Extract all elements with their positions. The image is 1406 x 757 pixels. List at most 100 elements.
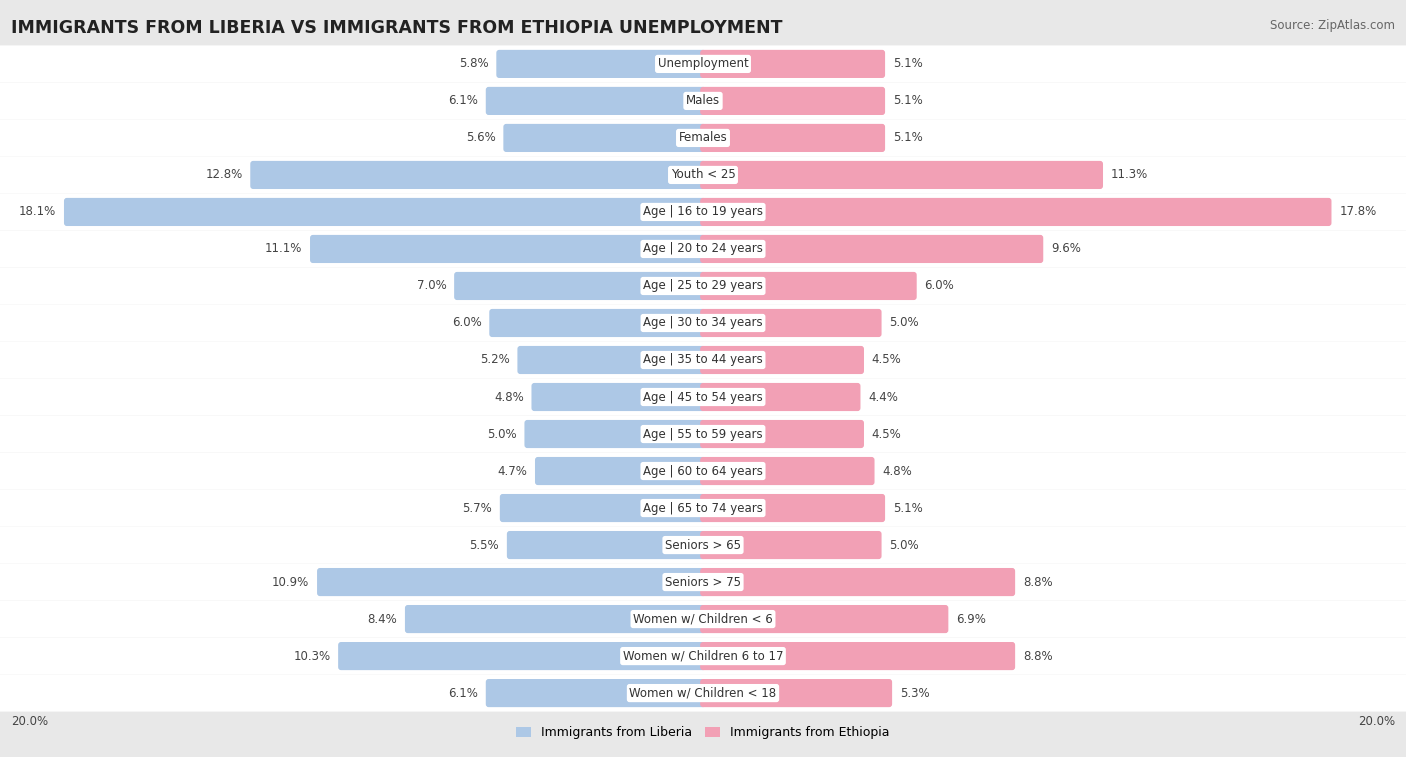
Text: 4.8%: 4.8% — [494, 391, 524, 403]
Text: Females: Females — [679, 132, 727, 145]
FancyBboxPatch shape — [311, 235, 706, 263]
FancyBboxPatch shape — [0, 230, 1406, 267]
FancyBboxPatch shape — [700, 679, 893, 707]
Text: Women w/ Children 6 to 17: Women w/ Children 6 to 17 — [623, 650, 783, 662]
Text: 5.1%: 5.1% — [893, 95, 922, 107]
Legend: Immigrants from Liberia, Immigrants from Ethiopia: Immigrants from Liberia, Immigrants from… — [516, 727, 890, 740]
FancyBboxPatch shape — [534, 457, 706, 485]
FancyBboxPatch shape — [700, 494, 886, 522]
FancyBboxPatch shape — [0, 120, 1406, 157]
FancyBboxPatch shape — [489, 309, 706, 337]
Text: 5.0%: 5.0% — [889, 538, 920, 552]
Text: 4.5%: 4.5% — [872, 354, 901, 366]
Text: 10.3%: 10.3% — [294, 650, 330, 662]
FancyBboxPatch shape — [496, 50, 706, 78]
FancyBboxPatch shape — [486, 679, 706, 707]
Text: 5.1%: 5.1% — [893, 58, 922, 70]
FancyBboxPatch shape — [337, 642, 706, 670]
FancyBboxPatch shape — [700, 420, 863, 448]
Text: 18.1%: 18.1% — [20, 205, 56, 219]
FancyBboxPatch shape — [700, 605, 948, 633]
Text: 5.6%: 5.6% — [465, 132, 496, 145]
FancyBboxPatch shape — [0, 453, 1406, 490]
Text: 11.3%: 11.3% — [1111, 169, 1147, 182]
FancyBboxPatch shape — [0, 527, 1406, 563]
Text: 8.8%: 8.8% — [1024, 650, 1053, 662]
FancyBboxPatch shape — [0, 674, 1406, 712]
Text: 4.7%: 4.7% — [498, 465, 527, 478]
FancyBboxPatch shape — [531, 383, 706, 411]
Text: 5.0%: 5.0% — [889, 316, 920, 329]
Text: 20.0%: 20.0% — [1358, 715, 1395, 728]
FancyBboxPatch shape — [454, 272, 706, 300]
FancyBboxPatch shape — [700, 124, 886, 152]
Text: Age | 16 to 19 years: Age | 16 to 19 years — [643, 205, 763, 219]
Text: Age | 30 to 34 years: Age | 30 to 34 years — [643, 316, 763, 329]
FancyBboxPatch shape — [0, 194, 1406, 230]
FancyBboxPatch shape — [517, 346, 706, 374]
Text: 6.0%: 6.0% — [451, 316, 481, 329]
Text: Age | 65 to 74 years: Age | 65 to 74 years — [643, 502, 763, 515]
FancyBboxPatch shape — [0, 416, 1406, 453]
Text: Seniors > 75: Seniors > 75 — [665, 575, 741, 588]
Text: Unemployment: Unemployment — [658, 58, 748, 70]
FancyBboxPatch shape — [508, 531, 706, 559]
FancyBboxPatch shape — [700, 346, 863, 374]
FancyBboxPatch shape — [0, 83, 1406, 120]
Text: Youth < 25: Youth < 25 — [671, 169, 735, 182]
Text: 5.0%: 5.0% — [486, 428, 517, 441]
FancyBboxPatch shape — [700, 457, 875, 485]
FancyBboxPatch shape — [486, 87, 706, 115]
FancyBboxPatch shape — [0, 45, 1406, 83]
FancyBboxPatch shape — [524, 420, 706, 448]
Text: IMMIGRANTS FROM LIBERIA VS IMMIGRANTS FROM ETHIOPIA UNEMPLOYMENT: IMMIGRANTS FROM LIBERIA VS IMMIGRANTS FR… — [11, 19, 783, 37]
Text: 17.8%: 17.8% — [1340, 205, 1376, 219]
Text: Seniors > 65: Seniors > 65 — [665, 538, 741, 552]
FancyBboxPatch shape — [0, 267, 1406, 304]
Text: Age | 35 to 44 years: Age | 35 to 44 years — [643, 354, 763, 366]
FancyBboxPatch shape — [0, 304, 1406, 341]
FancyBboxPatch shape — [0, 341, 1406, 378]
Text: 7.0%: 7.0% — [416, 279, 447, 292]
Text: 9.6%: 9.6% — [1052, 242, 1081, 255]
Text: Women w/ Children < 18: Women w/ Children < 18 — [630, 687, 776, 699]
Text: Age | 25 to 29 years: Age | 25 to 29 years — [643, 279, 763, 292]
Text: 4.4%: 4.4% — [869, 391, 898, 403]
FancyBboxPatch shape — [700, 383, 860, 411]
FancyBboxPatch shape — [0, 378, 1406, 416]
FancyBboxPatch shape — [700, 309, 882, 337]
Text: 5.3%: 5.3% — [900, 687, 929, 699]
Text: 5.5%: 5.5% — [470, 538, 499, 552]
Text: 8.8%: 8.8% — [1024, 575, 1053, 588]
Text: 5.8%: 5.8% — [458, 58, 489, 70]
FancyBboxPatch shape — [700, 198, 1331, 226]
FancyBboxPatch shape — [503, 124, 706, 152]
FancyBboxPatch shape — [700, 272, 917, 300]
Text: 8.4%: 8.4% — [367, 612, 398, 625]
FancyBboxPatch shape — [700, 50, 886, 78]
FancyBboxPatch shape — [0, 490, 1406, 527]
FancyBboxPatch shape — [700, 568, 1015, 596]
FancyBboxPatch shape — [405, 605, 706, 633]
FancyBboxPatch shape — [0, 563, 1406, 600]
Text: 6.1%: 6.1% — [449, 687, 478, 699]
Text: 10.9%: 10.9% — [273, 575, 309, 588]
Text: 5.7%: 5.7% — [463, 502, 492, 515]
FancyBboxPatch shape — [0, 637, 1406, 674]
FancyBboxPatch shape — [250, 161, 706, 189]
Text: 20.0%: 20.0% — [11, 715, 48, 728]
Text: Males: Males — [686, 95, 720, 107]
Text: 11.1%: 11.1% — [264, 242, 302, 255]
Text: Women w/ Children < 6: Women w/ Children < 6 — [633, 612, 773, 625]
Text: Source: ZipAtlas.com: Source: ZipAtlas.com — [1270, 19, 1395, 32]
Text: 6.1%: 6.1% — [449, 95, 478, 107]
Text: Age | 20 to 24 years: Age | 20 to 24 years — [643, 242, 763, 255]
Text: 12.8%: 12.8% — [205, 169, 242, 182]
FancyBboxPatch shape — [0, 157, 1406, 194]
FancyBboxPatch shape — [700, 87, 886, 115]
Text: 6.0%: 6.0% — [925, 279, 955, 292]
FancyBboxPatch shape — [0, 600, 1406, 637]
FancyBboxPatch shape — [700, 642, 1015, 670]
Text: 5.1%: 5.1% — [893, 502, 922, 515]
FancyBboxPatch shape — [700, 531, 882, 559]
